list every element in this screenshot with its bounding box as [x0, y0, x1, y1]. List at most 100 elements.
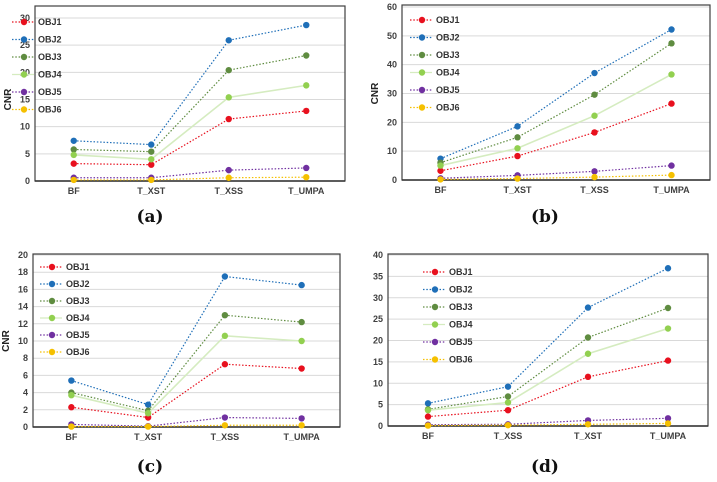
- data-point: [225, 166, 232, 174]
- x-tick-label: T_UMPA: [653, 185, 690, 195]
- data-point: [514, 175, 521, 182]
- y-tick-label: 10: [20, 122, 30, 132]
- data-point: [221, 361, 229, 368]
- data-point: [225, 37, 232, 44]
- series-line: [427, 360, 669, 418]
- series-obj3: [70, 52, 310, 155]
- data-point: [303, 164, 310, 172]
- series-obj4: [424, 325, 672, 414]
- data-point: [668, 71, 675, 78]
- data-point: [514, 134, 521, 141]
- legend-label: OBJ2: [66, 279, 90, 289]
- legend-marker: [418, 86, 426, 94]
- legend-label: OBJ4: [38, 70, 62, 80]
- legend-label: OBJ1: [436, 15, 460, 25]
- legend-entry-obj4: OBJ4: [410, 68, 460, 78]
- data-point: [298, 365, 305, 372]
- data-point: [68, 391, 75, 399]
- legend-marker: [48, 280, 56, 288]
- y-tick-label: 40: [387, 60, 397, 70]
- y-axis-label: CNR: [1, 329, 12, 351]
- y-tick-label: 12: [18, 319, 28, 329]
- legend-marker: [48, 348, 56, 356]
- legend-marker: [431, 338, 439, 346]
- series-obj4: [437, 71, 675, 169]
- y-tick-label: 60: [387, 2, 397, 12]
- legend-label: OBJ5: [66, 330, 90, 340]
- data-point: [68, 404, 75, 411]
- series-obj2: [70, 21, 310, 148]
- data-point: [148, 141, 155, 148]
- series-obj3: [68, 312, 305, 414]
- series-line: [71, 416, 302, 427]
- legend-label: OBJ4: [436, 68, 460, 78]
- data-point: [668, 40, 675, 47]
- data-point: [664, 265, 672, 272]
- series-line: [427, 417, 669, 426]
- y-tick-label: 30: [20, 13, 30, 23]
- series-line: [427, 267, 669, 404]
- legend-marker: [20, 71, 28, 78]
- y-tick-label: 14: [18, 302, 28, 312]
- data-point: [148, 161, 155, 168]
- series-obj5: [437, 162, 675, 182]
- y-tick-label: 18: [18, 267, 28, 277]
- legend-marker: [48, 331, 56, 339]
- data-point: [225, 174, 232, 181]
- data-point: [437, 162, 444, 169]
- legend-entry-obj6: OBJ6: [12, 105, 62, 115]
- legend-entry-obj6: OBJ6: [423, 355, 473, 365]
- legend-entry-obj3: OBJ3: [12, 52, 62, 62]
- data-point: [504, 399, 512, 406]
- data-point: [504, 393, 512, 400]
- data-point: [68, 377, 75, 384]
- legend-label: OBJ6: [449, 355, 473, 365]
- data-point: [298, 422, 305, 429]
- data-point: [70, 146, 77, 153]
- legend-entry-obj3: OBJ3: [40, 296, 90, 306]
- legend-marker: [431, 356, 439, 363]
- series-line: [73, 24, 307, 146]
- data-point: [68, 423, 75, 430]
- legend-entry-obj1: OBJ1: [12, 17, 62, 27]
- data-point: [504, 421, 512, 429]
- y-tick-label: 15: [20, 95, 30, 105]
- series-line: [427, 327, 669, 411]
- legend-label: OBJ6: [66, 347, 90, 357]
- panel-label: (d): [531, 457, 559, 477]
- legend-marker: [431, 286, 439, 293]
- x-tick-label: T_XSS: [494, 431, 523, 441]
- series-obj1: [437, 100, 675, 174]
- series-line: [73, 54, 307, 153]
- chart-panel-c: 0 2 4 6 8 10 12 14 16 18 20 BF T_XST T_XSS T_UMPA CNR OB…: [1, 250, 341, 477]
- data-point: [664, 357, 672, 364]
- data-point: [70, 151, 77, 159]
- y-tick-label: 20: [387, 117, 397, 127]
- legend-marker: [418, 51, 426, 59]
- data-point: [424, 422, 432, 429]
- x-tick-label: BF: [65, 432, 77, 442]
- data-point: [303, 173, 310, 181]
- series-obj6: [424, 420, 672, 429]
- legend-marker: [20, 53, 28, 61]
- data-point: [437, 167, 444, 174]
- series-obj4: [70, 82, 310, 163]
- data-point: [144, 423, 152, 430]
- data-point: [591, 91, 598, 98]
- legend-label: OBJ2: [38, 35, 62, 45]
- series-line: [71, 335, 302, 415]
- legend-label: OBJ5: [38, 87, 62, 97]
- series-obj3: [437, 40, 675, 166]
- legend-label: OBJ3: [436, 50, 460, 60]
- y-tick-label: 10: [18, 336, 28, 346]
- data-point: [664, 304, 672, 312]
- y-tick-label: 5: [25, 149, 30, 159]
- series-line: [440, 28, 672, 160]
- data-point: [298, 318, 305, 326]
- series-obj2: [68, 273, 305, 408]
- data-point: [70, 137, 77, 144]
- legend-marker: [48, 314, 56, 322]
- y-tick-label: 25: [20, 40, 30, 50]
- y-tick-label: 4: [23, 388, 28, 398]
